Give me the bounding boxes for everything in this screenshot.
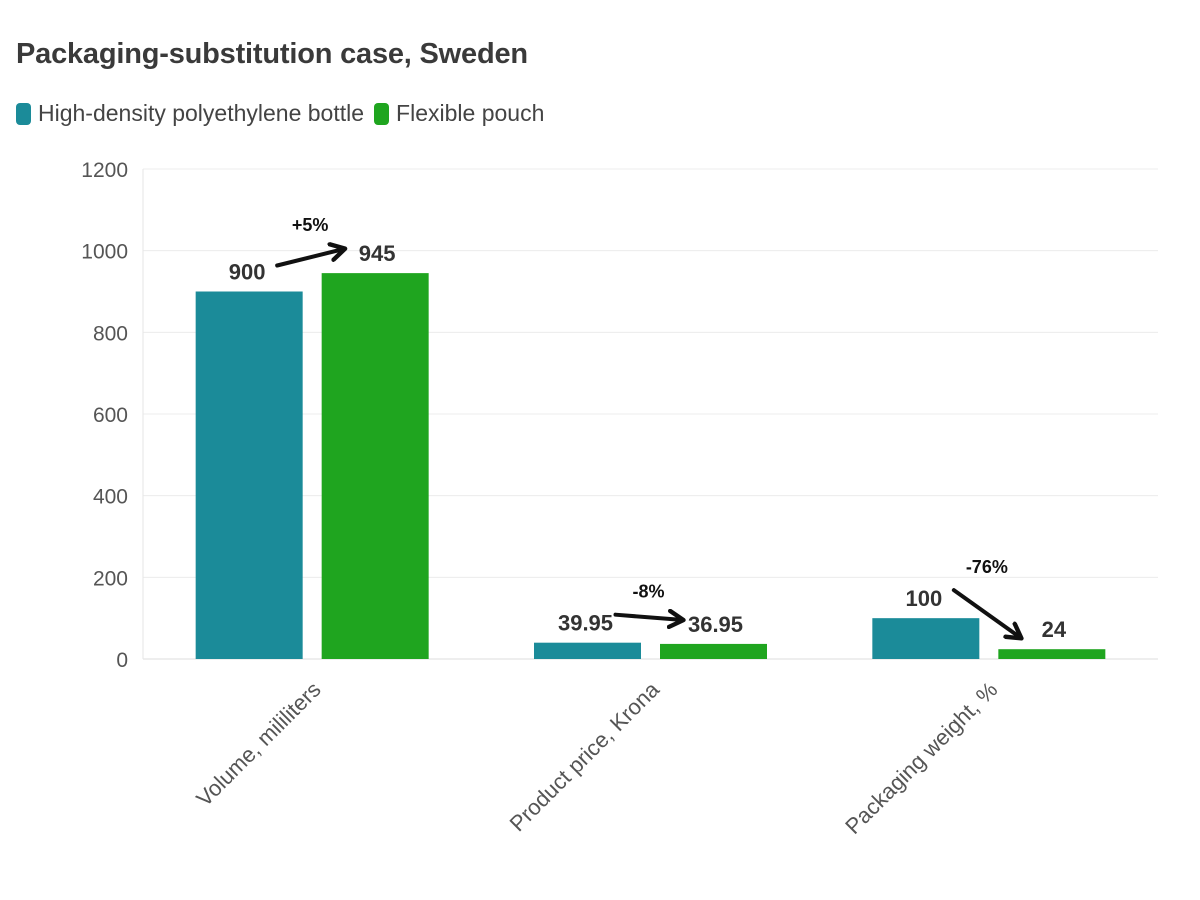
change-arrow: [275, 249, 343, 268]
change-arrow: [951, 588, 1020, 637]
y-tick-label: 600: [93, 404, 128, 427]
data-label: 945: [359, 241, 396, 266]
data-label: 100: [905, 586, 942, 611]
data-label: 36.95: [688, 612, 743, 637]
bar-hdpe-bottle-0[interactable]: [195, 291, 303, 660]
change-annotation: +5%: [292, 215, 329, 235]
data-label: 39.95: [558, 611, 613, 636]
x-category-label: Packaging weight, %: [840, 677, 1002, 839]
data-label: 900: [229, 260, 266, 285]
legend-label-hdpe-bottle: High-density polyethylene bottle: [38, 100, 365, 126]
y-tick-label: 1000: [81, 241, 128, 264]
chart-title: Packaging-substitution case, Sweden: [16, 38, 528, 70]
legend-swatch-flexible-pouch: [374, 102, 390, 125]
legend: High-density polyethylene bottle Flexibl…: [16, 100, 554, 127]
y-tick-label: 200: [93, 567, 128, 590]
y-tick-label: 0: [116, 649, 128, 672]
y-tick-label: 800: [93, 322, 128, 345]
bar-hdpe-bottle-1[interactable]: [534, 642, 641, 659]
legend-swatch-hdpe-bottle: [16, 102, 31, 125]
legend-item-hdpe-bottle[interactable]: High-density polyethylene bottle: [16, 100, 364, 127]
change-annotation: -8%: [632, 582, 664, 602]
change-annotation: -76%: [966, 557, 1008, 577]
bar-flexible-pouch-2[interactable]: [998, 649, 1106, 659]
bar-flexible-pouch-1[interactable]: [660, 643, 767, 659]
legend-item-flexible-pouch[interactable]: Flexible pouch: [374, 100, 544, 127]
change-arrow: [613, 615, 682, 620]
bar-flexible-pouch-0[interactable]: [321, 273, 429, 659]
y-tick-label: 400: [93, 486, 128, 509]
legend-label-flexible-pouch: Flexible pouch: [396, 100, 545, 126]
y-tick-label: 1200: [81, 159, 128, 182]
x-category-label: Product price, Krona: [505, 676, 665, 836]
x-category-label: Volume, mililiters: [191, 677, 325, 811]
bar-hdpe-bottle-2[interactable]: [872, 618, 980, 659]
data-label: 24: [1042, 617, 1067, 642]
